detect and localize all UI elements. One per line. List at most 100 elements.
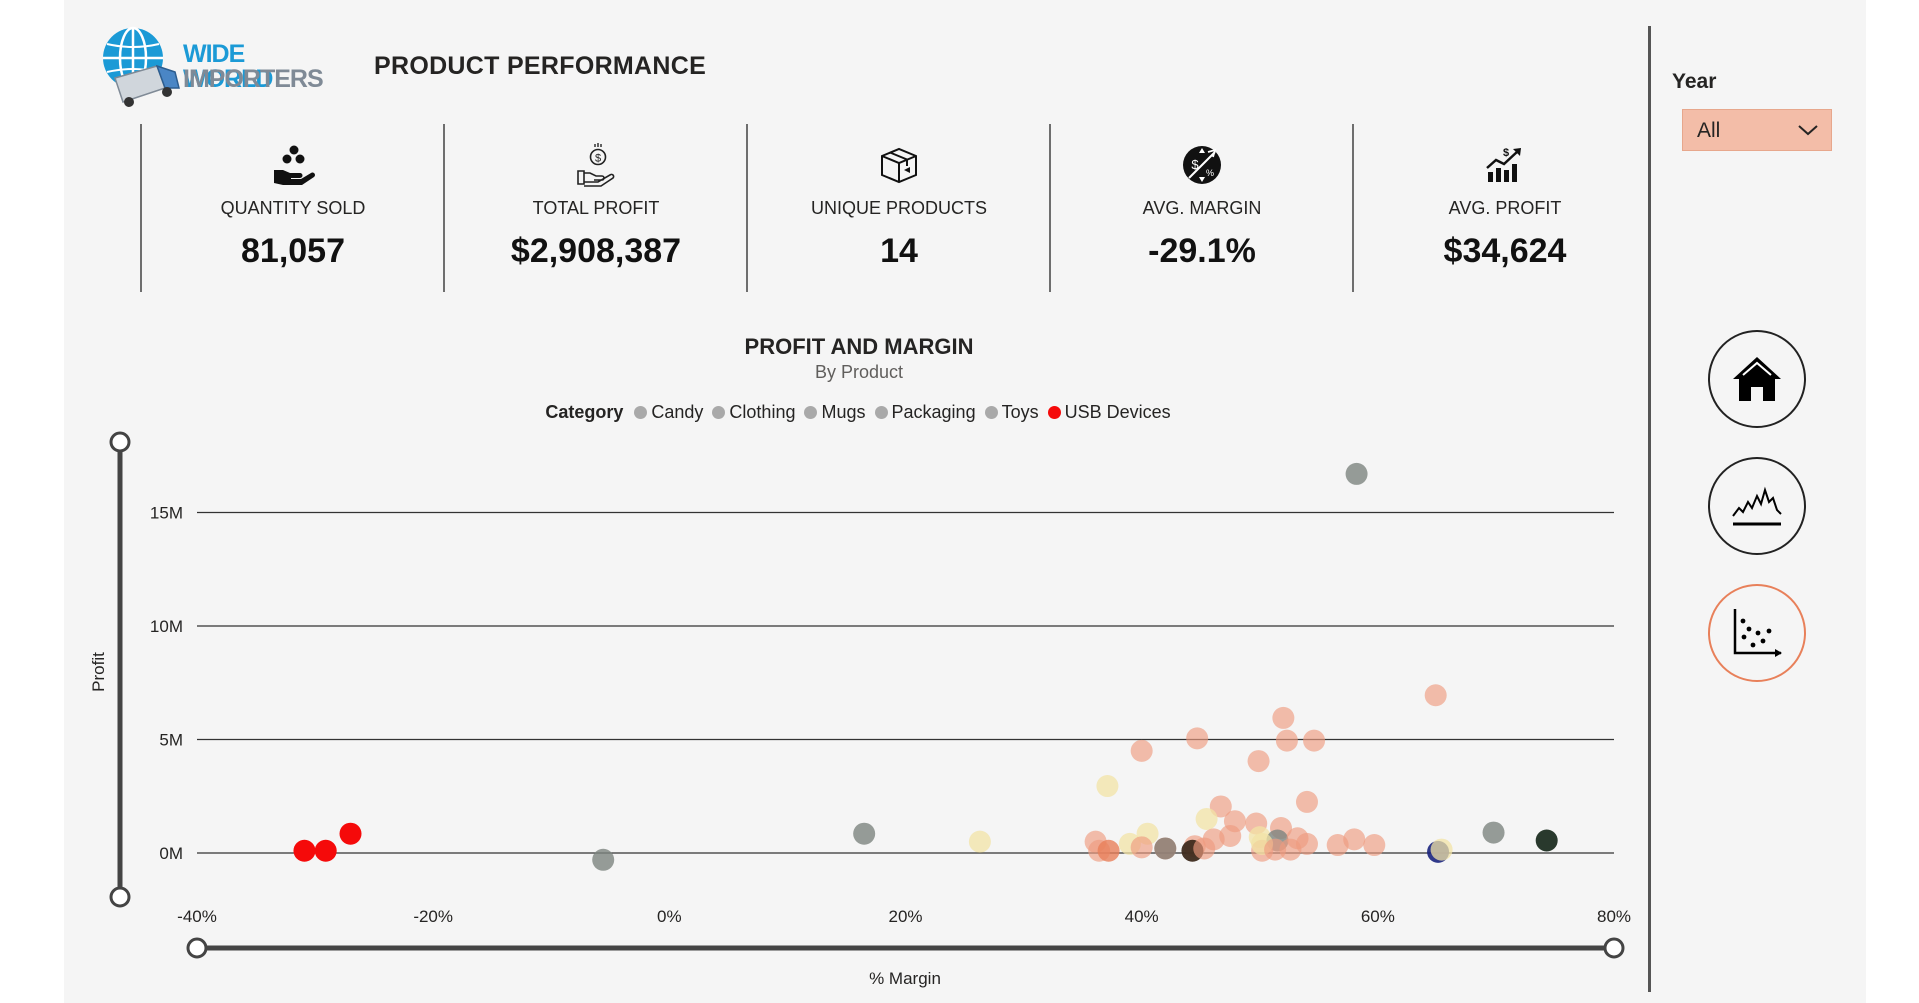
data-point[interactable] <box>293 839 316 862</box>
chart-subtitle: By Product <box>814 362 904 382</box>
home-button[interactable] <box>1708 330 1806 428</box>
data-point[interactable] <box>314 839 337 862</box>
data-point[interactable] <box>1345 462 1368 485</box>
x-zoom-handle-left[interactable] <box>186 937 208 959</box>
page-title: PRODUCT PERFORMANCE <box>374 52 707 80</box>
legend-label: Candy <box>651 402 704 422</box>
legend-label: USB Devices <box>1064 402 1171 422</box>
data-point[interactable] <box>1219 824 1242 847</box>
globe-truck-icon <box>103 26 180 107</box>
gridlines <box>197 511 1614 854</box>
y-zoom-handle-top[interactable] <box>109 431 131 453</box>
y-zoom-handle-bottom[interactable] <box>109 886 131 908</box>
legend-item-toys[interactable]: Toys <box>984 402 1039 422</box>
kpi-card-quantity-sold: QUANTITY SOLD 81,057 <box>140 124 444 292</box>
data-point[interactable] <box>1247 750 1270 773</box>
legend-dot <box>984 406 998 419</box>
legend-dot <box>804 406 818 419</box>
data-point[interactable] <box>1295 790 1318 813</box>
legend-dot <box>1047 406 1061 419</box>
line-chart-icon <box>1732 486 1782 526</box>
hand-dollar-icon: $ <box>577 143 615 187</box>
x-tick-label: 40% <box>1125 907 1159 926</box>
legend-item-candy[interactable]: Candy <box>634 402 703 422</box>
data-point[interactable] <box>1195 807 1218 830</box>
svg-text:$: $ <box>1503 147 1509 159</box>
data-point[interactable] <box>1424 684 1447 707</box>
data-point[interactable] <box>592 848 615 871</box>
scatter-chart-icon <box>1733 609 1782 657</box>
profit-growth-icon: $ <box>1486 147 1521 182</box>
data-point[interactable] <box>1130 836 1153 859</box>
x-tick-label: 20% <box>888 907 922 926</box>
kpi-label: QUANTITY SOLD <box>220 198 366 218</box>
data-point[interactable] <box>1303 729 1326 752</box>
x-tick-label: -40% <box>177 907 217 926</box>
legend-item-usb-devices[interactable]: USB Devices <box>1047 402 1171 422</box>
data-point[interactable] <box>1343 828 1366 851</box>
year-dropdown-value: All <box>1697 119 1721 142</box>
chart-title: PROFIT AND MARGIN <box>744 334 974 359</box>
data-point[interactable] <box>1272 706 1295 729</box>
year-dropdown[interactable]: All <box>1682 109 1832 151</box>
x-axis-title: % Margin <box>869 969 941 988</box>
data-point[interactable] <box>1096 775 1119 798</box>
data-point[interactable] <box>1154 837 1177 860</box>
kpi-label: UNIQUE PRODUCTS <box>810 198 987 218</box>
data-point[interactable] <box>339 822 362 845</box>
svg-text:$: $ <box>595 153 601 165</box>
data-point[interactable] <box>1264 838 1287 861</box>
legend-label: Toys <box>1001 402 1039 422</box>
trend-page-button[interactable] <box>1708 457 1806 555</box>
legend-dot <box>874 406 888 419</box>
data-points <box>293 462 1558 871</box>
data-point[interactable] <box>1295 832 1318 855</box>
x-tick-label: -20% <box>413 907 453 926</box>
data-point[interactable] <box>1097 839 1120 862</box>
data-point[interactable] <box>1535 829 1558 852</box>
data-point[interactable] <box>1275 729 1298 752</box>
home-icon <box>1733 357 1781 401</box>
kpi-value: $2,908,387 <box>510 232 682 270</box>
legend-dot <box>712 406 726 419</box>
y-zoom-slider[interactable] <box>109 431 131 908</box>
data-point[interactable] <box>1326 834 1349 857</box>
vertical-divider <box>1648 26 1651 992</box>
data-point[interactable] <box>1482 821 1505 844</box>
legend-item-packaging[interactable]: Packaging <box>874 402 976 422</box>
kpi-label: TOTAL PROFIT <box>532 198 660 218</box>
data-point[interactable] <box>853 822 876 845</box>
legend-label: Clothing <box>729 402 796 422</box>
data-point[interactable] <box>1186 727 1209 750</box>
year-slicer-label: Year <box>1672 70 1717 93</box>
data-point[interactable] <box>1209 795 1232 818</box>
scatter-page-button[interactable] <box>1708 584 1806 682</box>
data-point[interactable] <box>1279 838 1302 861</box>
x-zoom-slider[interactable] <box>186 937 1625 959</box>
kpi-card-avg-profit: $ AVG. PROFIT $34,624 <box>1352 124 1656 292</box>
data-point[interactable] <box>1202 828 1225 851</box>
legend-item-mugs[interactable]: Mugs <box>804 402 866 422</box>
margin-arrows-icon: $ % <box>1183 146 1221 184</box>
x-zoom-handle-right[interactable] <box>1603 937 1625 959</box>
x-tick-label: 0% <box>657 907 682 926</box>
data-point[interactable] <box>1430 838 1453 861</box>
y-tick-label: 15M <box>150 504 183 523</box>
kpi-card-avg-margin: $ % AVG. MARGIN -29.1% <box>1049 124 1353 292</box>
kpi-label: AVG. PROFIT <box>1448 198 1562 218</box>
kpi-value: 14 <box>880 232 918 270</box>
legend-dot <box>634 406 648 419</box>
data-point[interactable] <box>1130 739 1153 762</box>
report-canvas <box>64 0 1866 1003</box>
chart-legend: Category Candy Clothing Mugs Packaging T… <box>520 402 1200 423</box>
kpi-card-total-profit: $ TOTAL PROFIT $2,908,387 <box>443 124 747 292</box>
logo-text-line1: WIDE WORLD <box>183 40 273 93</box>
legend-label: Mugs <box>821 402 866 422</box>
chevron-down-icon <box>1798 125 1818 136</box>
legend-item-clothing[interactable]: Clothing <box>712 402 795 422</box>
x-axis-ticks: -40% -20% 0% 20% 40% 60% 80% <box>177 907 1631 926</box>
data-point[interactable] <box>1363 834 1386 857</box>
y-axis-ticks: 0M 5M 10M 15M <box>150 504 183 864</box>
kpi-value: -29.1% <box>1148 232 1256 270</box>
data-point[interactable] <box>968 830 991 853</box>
